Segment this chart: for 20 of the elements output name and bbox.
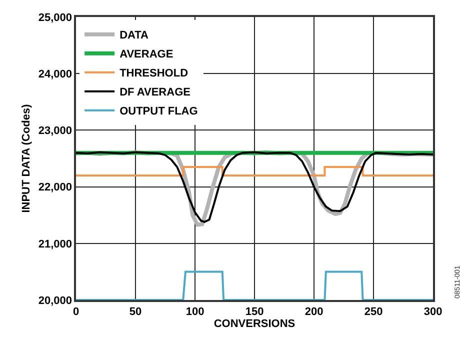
y-tick-label: 22,000 [38, 182, 72, 194]
y-tick-label: 24,000 [38, 68, 72, 80]
legend-label: THRESHOLD [120, 68, 188, 80]
legend-label: AVERAGE [120, 48, 174, 61]
x-tick-label: 150 [245, 306, 264, 318]
x-tick-label: 0 [72, 306, 80, 318]
legend-label: DATA [120, 30, 149, 42]
x-tick-label: 50 [129, 306, 142, 318]
x-tick-label: 300 [424, 306, 442, 318]
y-tick-label: 21,000 [38, 238, 72, 250]
legend-label: OUTPUT FLAG [120, 106, 198, 118]
y-axis-title: INPUT DATA (Codes) [20, 104, 33, 213]
y-tick-label: 25,000 [38, 12, 72, 24]
x-tick-label: 250 [364, 306, 383, 318]
x-tick-label: 200 [304, 306, 324, 318]
x-tick-label: 100 [186, 306, 204, 318]
x-axis-title: CONVERSIONS [214, 318, 296, 330]
legend-label: DF AVERAGE [120, 86, 190, 99]
y-tick-label: 23,000 [38, 125, 72, 138]
y-tick-label: 20,000 [38, 294, 72, 307]
